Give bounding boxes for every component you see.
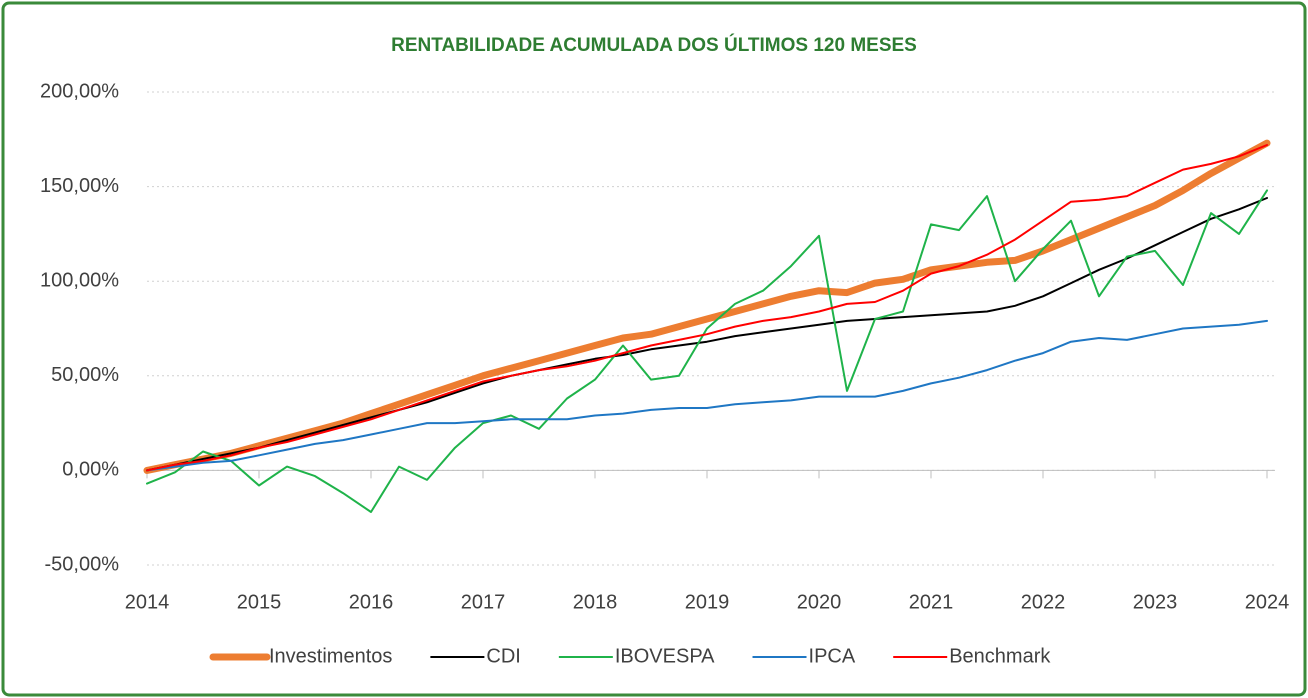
x-tick-label: 2015 [237,591,282,613]
series-line [146,144,1268,472]
x-tick-label: 2021 [909,591,954,613]
series-line [146,319,1268,472]
series-line [146,197,1268,472]
y-tick-label: 150,00% [40,175,119,197]
x-tick-label: 2024 [1245,591,1290,613]
x-tick-label: 2020 [797,591,842,613]
series-line [143,139,1271,474]
x-tick-label: 2016 [349,591,394,613]
x-tick-label: 2018 [573,591,618,613]
x-tick-label: 2023 [1133,591,1178,613]
legend-label: IPCA [809,645,856,667]
x-tick-label: 2014 [125,591,170,613]
y-tick-label: 0,00% [62,459,119,481]
chart-title: RENTABILIDADE ACUMULADA DOS ÚLTIMOS 120 … [391,34,917,56]
legend-label: Investimentos [269,645,392,667]
series-line [146,189,1268,513]
legend-label: IBOVESPA [615,645,715,667]
x-tick-label: 2022 [1021,591,1066,613]
legend-label: Benchmark [949,645,1051,667]
y-tick-label: -50,00% [45,553,120,575]
y-tick-label: 200,00% [40,80,119,102]
x-tick-label: 2019 [685,591,730,613]
legend-label: CDI [486,645,520,667]
y-tick-label: 50,00% [51,364,119,386]
x-tick-label: 2017 [461,591,506,613]
y-tick-label: 100,00% [40,269,119,291]
